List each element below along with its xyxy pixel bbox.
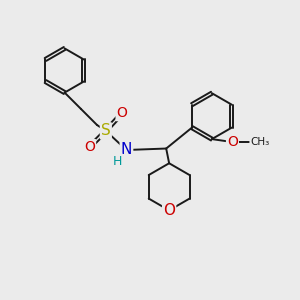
- Text: H: H: [113, 155, 122, 168]
- Text: S: S: [101, 123, 111, 138]
- Text: O: O: [227, 135, 238, 149]
- Text: N: N: [121, 142, 132, 158]
- Text: O: O: [84, 140, 95, 154]
- Text: O: O: [163, 203, 175, 218]
- Text: CH₃: CH₃: [250, 137, 269, 147]
- Text: O: O: [117, 106, 128, 120]
